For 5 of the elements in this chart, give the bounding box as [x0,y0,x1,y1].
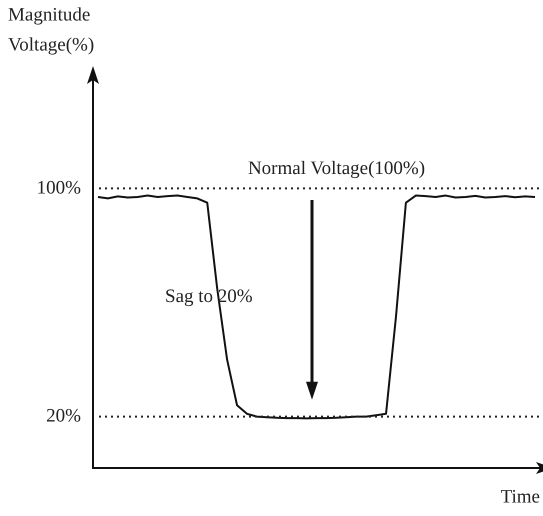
x-axis-title: Time [500,486,540,508]
y-tick-label: 20% [46,406,82,427]
ref-line-label: Normal Voltage(100%) [248,158,426,179]
y-tick-label: 100% [36,177,82,198]
y-axis-title: Magnitude Voltage(%) [8,4,94,56]
